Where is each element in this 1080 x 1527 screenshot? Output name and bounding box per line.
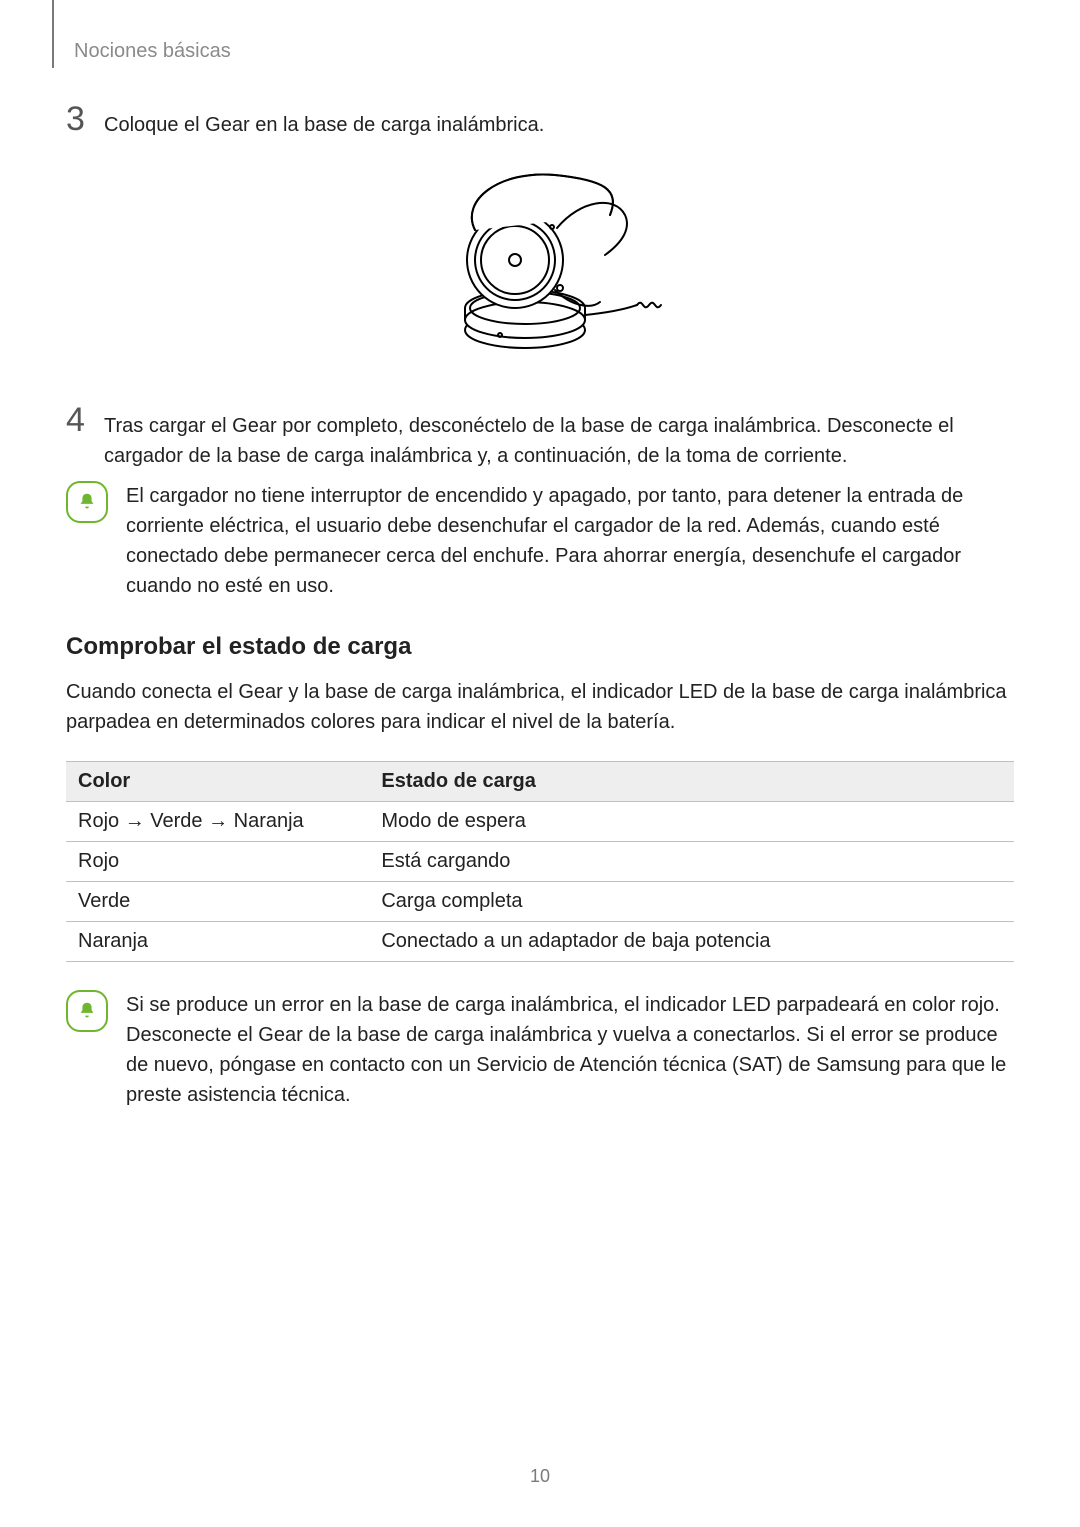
figure-watch-on-dock <box>66 160 1014 365</box>
step-number: 3 <box>66 100 104 140</box>
step-number: 4 <box>66 401 104 471</box>
note-bell-icon <box>66 990 108 1032</box>
table-row: Naranja Conectado a un adaptador de baja… <box>66 922 1014 962</box>
cell-color: Rojo <box>66 842 369 882</box>
cell-color: Verde <box>66 882 369 922</box>
page-number: 10 <box>0 1466 1080 1487</box>
cell-color: Naranja <box>66 922 369 962</box>
subheading-check-charge-status: Comprobar el estado de carga <box>66 633 1014 661</box>
note-text: El cargador no tiene interruptor de ence… <box>126 481 1014 601</box>
table-row: Verde Carga completa <box>66 882 1014 922</box>
table-row: Rojo Está cargando <box>66 842 1014 882</box>
table-header-row: Color Estado de carga <box>66 762 1014 802</box>
th-status: Estado de carga <box>369 762 1014 802</box>
table-row: Rojo → Verde → Naranja Modo de espera <box>66 802 1014 842</box>
step-text: Coloque el Gear en la base de carga inal… <box>104 100 1014 140</box>
step-3: 3 Coloque el Gear en la base de carga in… <box>66 100 1014 140</box>
cell-status: Carga completa <box>369 882 1014 922</box>
note-text: Si se produce un error en la base de car… <box>126 990 1014 1110</box>
note-error-led: Si se produce un error en la base de car… <box>66 990 1014 1110</box>
breadcrumb: Nociones básicas <box>74 40 231 63</box>
watch-dock-illustration-icon <box>405 160 675 360</box>
intro-paragraph: Cuando conecta el Gear y la base de carg… <box>66 677 1014 737</box>
page-margin-rule <box>52 0 54 68</box>
note-bell-icon <box>66 481 108 523</box>
step-text: Tras cargar el Gear por completo, descon… <box>104 401 1014 471</box>
cell-status: Conectado a un adaptador de baja potenci… <box>369 922 1014 962</box>
cell-status: Está cargando <box>369 842 1014 882</box>
step-4: 4 Tras cargar el Gear por completo, desc… <box>66 401 1014 471</box>
note-icon-wrap <box>66 481 126 601</box>
cell-status: Modo de espera <box>369 802 1014 842</box>
note-charger-no-switch: El cargador no tiene interruptor de ence… <box>66 481 1014 601</box>
th-color: Color <box>66 762 369 802</box>
cell-color: Rojo → Verde → Naranja <box>66 802 369 842</box>
note-icon-wrap <box>66 990 126 1110</box>
charge-status-table: Color Estado de carga Rojo → Verde → Nar… <box>66 761 1014 962</box>
page-content: 3 Coloque el Gear en la base de carga in… <box>66 100 1014 1142</box>
